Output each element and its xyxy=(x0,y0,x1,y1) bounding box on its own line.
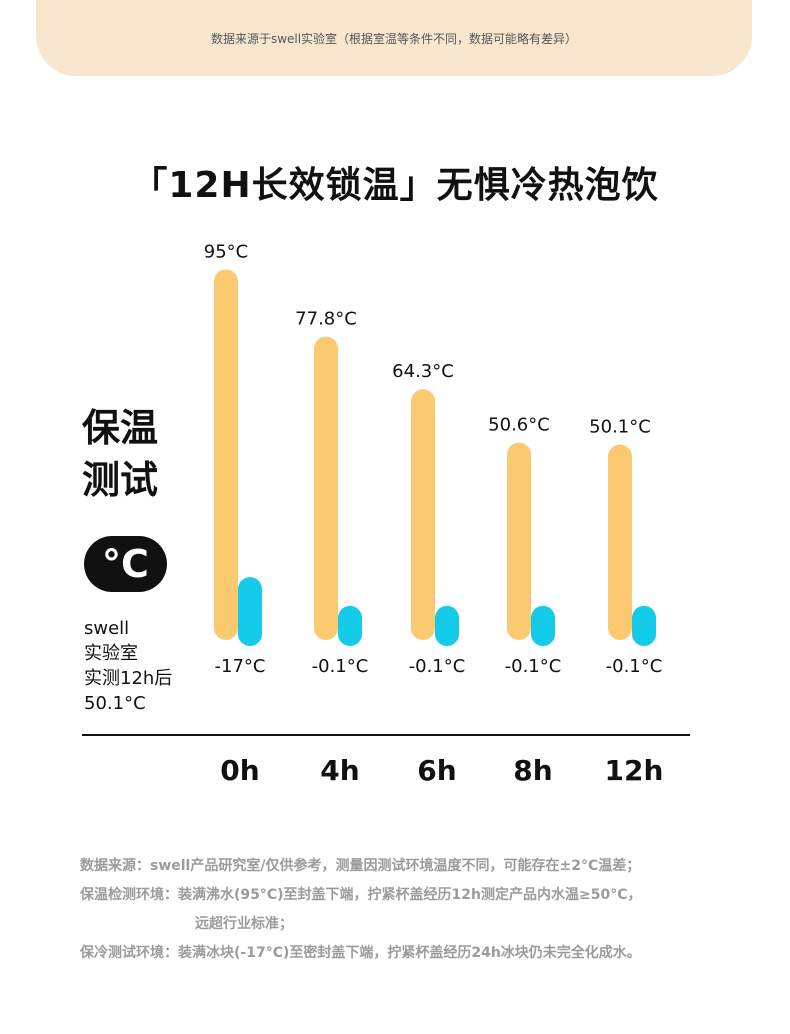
hot-bar xyxy=(507,442,531,640)
cold-value-label: -0.1°C xyxy=(606,656,663,677)
side-heading-line1: 保温 xyxy=(82,406,159,450)
banner-text: 数据来源于swell实验室（根据室温等条件不同，数据可能略有差异） xyxy=(210,31,578,46)
x-tick-label: 0h xyxy=(220,754,259,787)
hot-value-label: 95°C xyxy=(204,242,248,263)
footer-line: 远超行业标准； xyxy=(195,916,293,932)
side-note-line: swell xyxy=(84,618,130,639)
cold-value-label: -0.1°C xyxy=(505,656,562,677)
footer-notes: 数据来源：swell产品研究室/仅供参考，测量因测试环境温度不同，可能存在±2°… xyxy=(80,852,642,968)
footer-line: 数据来源：swell产品研究室/仅供参考，测量因测试环境温度不同，可能存在±2°… xyxy=(80,858,641,874)
side-note: swell 实验室 实测12h后 50.1°C xyxy=(84,616,172,716)
cold-bar xyxy=(531,605,555,646)
cold-value-label: -0.1°C xyxy=(409,656,466,677)
hot-bar xyxy=(411,389,435,640)
cold-bar xyxy=(238,577,262,646)
cold-bar xyxy=(632,605,656,646)
cold-value-label: -17°C xyxy=(215,656,266,677)
hot-bar xyxy=(608,444,632,640)
top-banner: 数据来源于swell实验室（根据室温等条件不同，数据可能略有差异） xyxy=(36,0,752,76)
hot-value-label: 50.6°C xyxy=(488,415,550,436)
x-tick-label: 12h xyxy=(605,754,664,787)
x-tick-label: 6h xyxy=(417,754,456,787)
side-heading: 保温 测试 xyxy=(82,402,182,506)
footer-line: 保温检测环境：装满沸水(95°C)至封盖下端，拧紧杯盖经历12h测定产品内水温≥… xyxy=(80,887,642,903)
side-note-line: 实验室 xyxy=(84,643,138,664)
side-note-line: 实测12h后 xyxy=(84,668,173,689)
celsius-badge: °C xyxy=(84,536,167,592)
hot-value-label: 77.8°C xyxy=(295,309,357,330)
hot-value-label: 64.3°C xyxy=(392,361,454,382)
side-heading-line2: 测试 xyxy=(82,458,159,502)
cold-bar xyxy=(338,605,362,646)
side-note-line: 50.1°C xyxy=(84,693,146,714)
cold-bar xyxy=(435,605,459,646)
footer-line: 保冷测试环境：装满冰块(-17°C)至密封盖下端，拧紧杯盖经历24h冰块仍未完全… xyxy=(80,945,641,961)
x-tick-label: 8h xyxy=(513,754,552,787)
hot-bar xyxy=(314,336,338,640)
hot-bar xyxy=(214,269,238,640)
cold-value-label: -0.1°C xyxy=(312,656,369,677)
x-tick-label: 4h xyxy=(320,754,359,787)
hot-value-label: 50.1°C xyxy=(589,417,651,438)
page-title: 「12H长效锁温」无惧冷热泡饮 xyxy=(131,165,659,206)
